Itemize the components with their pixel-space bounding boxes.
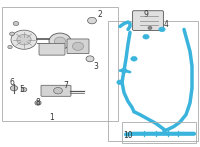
Circle shape — [148, 26, 152, 29]
FancyBboxPatch shape — [39, 43, 65, 55]
Text: 1: 1 — [50, 113, 54, 122]
Circle shape — [72, 42, 84, 50]
Circle shape — [37, 102, 39, 104]
Circle shape — [10, 86, 18, 91]
Text: 5: 5 — [20, 85, 24, 94]
FancyBboxPatch shape — [67, 39, 89, 54]
Text: 6: 6 — [10, 78, 14, 87]
Circle shape — [131, 56, 137, 61]
Circle shape — [54, 37, 66, 45]
FancyBboxPatch shape — [133, 11, 163, 30]
Circle shape — [121, 68, 127, 73]
Circle shape — [10, 32, 14, 36]
Bar — [2, 7, 118, 121]
Circle shape — [88, 17, 96, 24]
Circle shape — [11, 30, 37, 49]
Text: 10: 10 — [123, 131, 133, 140]
Text: 4: 4 — [164, 20, 168, 30]
FancyBboxPatch shape — [41, 85, 71, 96]
Circle shape — [13, 21, 19, 26]
Circle shape — [143, 34, 149, 39]
Circle shape — [21, 88, 27, 92]
Circle shape — [86, 56, 94, 62]
Circle shape — [49, 33, 71, 49]
Circle shape — [17, 34, 31, 45]
Bar — [108, 21, 198, 141]
Text: 8: 8 — [36, 98, 40, 107]
Text: 2: 2 — [98, 10, 102, 19]
Text: 7: 7 — [64, 81, 68, 90]
Text: 9: 9 — [144, 10, 148, 19]
Circle shape — [159, 27, 165, 32]
Circle shape — [117, 80, 123, 85]
Bar — [122, 122, 196, 143]
Circle shape — [54, 87, 62, 94]
Circle shape — [8, 45, 12, 49]
Text: 3: 3 — [94, 62, 98, 71]
